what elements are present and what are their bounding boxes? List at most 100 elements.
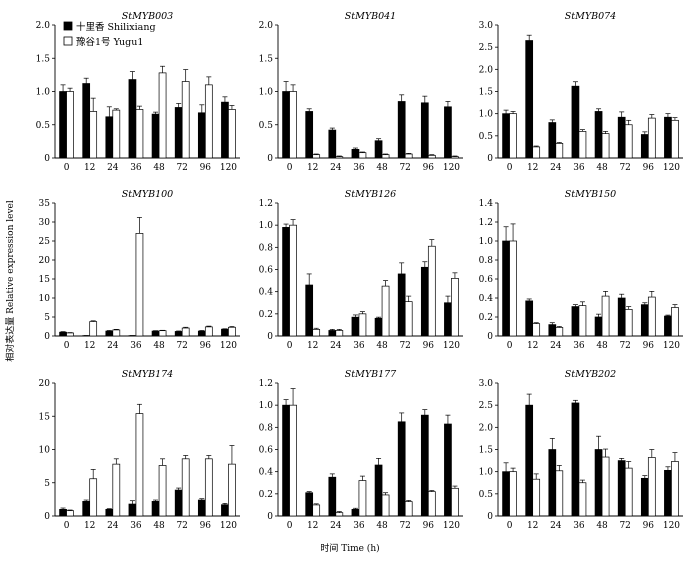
panel-title: StMYB003: [122, 11, 173, 22]
bar-shilixiang: [305, 111, 314, 159]
bar-yugu1: [158, 72, 167, 159]
panel-title: StMYB126: [345, 189, 396, 200]
bar-shilixiang: [502, 113, 510, 159]
bar-yugu1: [204, 326, 213, 337]
legend: 十里香 Shilixiang 豫谷1号 Yugu1: [63, 21, 156, 48]
bar-shilixiang: [105, 116, 114, 159]
y-tick-label: 0.6: [479, 275, 494, 285]
bar-yugu1: [532, 478, 541, 517]
x-tick-label: 36: [130, 341, 142, 351]
x-tick-label: 120: [663, 341, 680, 351]
x-tick-label: 0: [64, 163, 70, 173]
x-tick-label: 72: [399, 163, 410, 173]
x-tick-label: 96: [200, 521, 212, 531]
bar-yugu1: [228, 463, 236, 517]
y-tick-label: 0: [44, 512, 50, 522]
legend-label-shilixiang: 十里香 Shilixiang: [76, 21, 156, 33]
bar-yugu1: [451, 278, 459, 337]
bar-shilixiang: [548, 122, 557, 159]
y-tick-label: 1.0: [259, 401, 274, 411]
bar-shilixiang: [174, 331, 183, 337]
y-tick-label: 30: [39, 218, 51, 228]
y-tick-label: 1.2: [259, 379, 273, 389]
x-tick-label: 96: [423, 521, 435, 531]
bar-shilixiang: [105, 330, 114, 337]
x-tick-label: 72: [619, 521, 630, 531]
bar-shilixiang: [617, 297, 626, 337]
y-tick-label: 2.5: [479, 43, 494, 53]
y-tick-label: 0: [44, 154, 50, 164]
x-tick-label: 72: [176, 341, 187, 351]
bar-yugu1: [312, 329, 321, 337]
bar-yugu1: [509, 471, 517, 517]
y-tick-label: 0.5: [479, 490, 494, 500]
legend-swatch-shilixiang: [63, 21, 73, 31]
bar-yugu1: [228, 326, 236, 337]
bar-yugu1: [532, 146, 541, 159]
panel-stmyb202: StMYB202 0 0.5 1.0 1.5 2.0 2.5 3.0 0 12 24 36 48 72 96…: [479, 369, 683, 531]
bar-yugu1: [427, 245, 436, 337]
bar-yugu1: [335, 156, 344, 159]
bar-yugu1: [312, 154, 321, 159]
y-axis-label: 相对表达量 Relative expression level: [4, 200, 16, 362]
x-tick-label: 24: [550, 163, 562, 173]
bar-yugu1: [158, 465, 167, 517]
y-tick-label: 1.0: [479, 468, 494, 478]
x-tick-label: 12: [307, 163, 318, 173]
x-tick-label: 0: [64, 341, 70, 351]
x-tick-label: 36: [130, 521, 142, 531]
bar-shilixiang: [328, 330, 337, 337]
y-tick-label: 15: [39, 275, 51, 285]
bar-shilixiang: [444, 106, 452, 159]
panel-title: StMYB100: [122, 189, 173, 200]
x-tick-label: 96: [200, 163, 212, 173]
bar-yugu1: [112, 109, 121, 159]
x-tick-label: 96: [423, 163, 435, 173]
legend-label-yugu1: 豫谷1号 Yugu1: [76, 36, 143, 48]
bar-yugu1: [624, 467, 633, 517]
x-tick-label: 120: [443, 521, 460, 531]
bar-yugu1: [66, 510, 74, 517]
bar-shilixiang: [59, 509, 67, 517]
panel-stmyb150: StMYB150 0 0.2 0.4 0.6 0.8 1.0 1.2 1.4 0 12 24 36 48 7…: [479, 189, 683, 351]
bar-shilixiang: [59, 331, 67, 337]
bar-shilixiang: [151, 330, 160, 337]
y-tick-label: 1.0: [259, 88, 274, 98]
bar-yugu1: [289, 224, 297, 337]
x-tick-label: 72: [619, 163, 630, 173]
bar-shilixiang: [548, 324, 557, 337]
bar-yugu1: [451, 156, 459, 159]
y-tick-label: 25: [39, 237, 51, 247]
x-tick-label: 24: [107, 163, 119, 173]
x-tick-label: 36: [573, 341, 585, 351]
bar-shilixiang: [305, 284, 314, 337]
x-tick-label: 0: [64, 521, 70, 531]
bar-yugu1: [427, 154, 436, 159]
y-tick-label: 0: [44, 332, 50, 342]
y-tick-label: 5: [44, 479, 50, 489]
x-tick-label: 96: [643, 521, 655, 531]
bar-shilixiang: [221, 101, 229, 159]
bar-shilixiang: [397, 421, 406, 517]
x-tick-label: 24: [550, 341, 562, 351]
bar-yugu1: [89, 478, 98, 517]
x-tick-label: 48: [376, 341, 388, 351]
y-tick-label: 0.6: [259, 446, 274, 456]
panel-title: StMYB150: [565, 189, 616, 200]
x-tick-label: 48: [596, 521, 608, 531]
bar-yugu1: [135, 233, 144, 337]
panel-title: StMYB074: [565, 11, 616, 22]
y-tick-label: 0.6: [259, 266, 274, 276]
x-tick-label: 96: [643, 163, 655, 173]
x-tick-label: 24: [330, 521, 342, 531]
bar-shilixiang: [548, 449, 557, 517]
bar-shilixiang: [617, 116, 626, 159]
x-tick-label: 120: [443, 163, 460, 173]
x-tick-label: 12: [527, 163, 538, 173]
bar-shilixiang: [444, 423, 452, 517]
bar-shilixiang: [351, 509, 360, 517]
y-tick-label: 3.0: [479, 379, 494, 389]
bar-yugu1: [601, 456, 610, 517]
panel-stmyb177: StMYB177 0 0.2 0.4 0.6 0.8 1.0 1.2 0 12 24 36 48 72 96…: [259, 369, 463, 531]
